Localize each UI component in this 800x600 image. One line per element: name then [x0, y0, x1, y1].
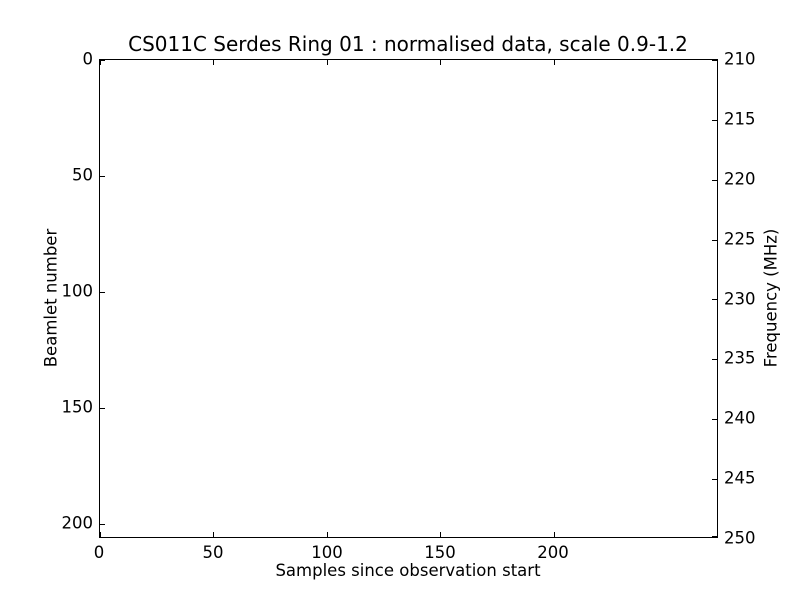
x-tick-mark-top: [327, 60, 328, 65]
y-right-tick-label: 230: [724, 289, 756, 309]
y-right-tick-mark: [712, 536, 717, 537]
x-tick-mark-top: [554, 60, 555, 65]
y-right-tick-mark: [712, 60, 717, 61]
y-left-tick-mark: [100, 524, 105, 525]
y-right-tick-mark: [712, 359, 717, 360]
y-right-tick-mark: [712, 419, 717, 420]
x-tick-label: 200: [537, 543, 569, 562]
x-tick-mark: [213, 532, 214, 537]
y-right-tick-mark: [712, 120, 717, 121]
x-tick-mark-top: [440, 60, 441, 65]
x-tick-mark: [554, 532, 555, 537]
y-left-tick-label: 100: [61, 281, 94, 301]
y-left-tick-label: 0: [82, 49, 94, 69]
y-axis-label-right: Frequency (MHz): [761, 228, 781, 368]
y-left-tick-label: 150: [61, 397, 94, 417]
x-tick-label: 50: [202, 543, 224, 562]
x-tick-mark-top: [100, 60, 101, 65]
y-left-tick-mark: [100, 292, 105, 293]
y-left-tick-label: 50: [72, 165, 93, 185]
y-left-tick-mark: [100, 60, 105, 61]
x-tick-label: 100: [311, 543, 343, 562]
y-left-tick-mark: [100, 176, 105, 177]
x-tick-mark: [327, 532, 328, 537]
y-right-tick-label: 210: [724, 49, 756, 69]
y-left-tick-mark: [100, 408, 105, 409]
x-tick-mark: [440, 532, 441, 537]
x-tick-mark: [100, 532, 101, 537]
x-tick-mark-top: [213, 60, 214, 65]
y-right-tick-label: 215: [724, 109, 756, 129]
x-tick-label: 0: [93, 543, 105, 562]
y-right-tick-mark: [712, 299, 717, 300]
x-axis-label: Samples since observation start: [275, 561, 541, 580]
x-tick-label: 150: [424, 543, 456, 562]
y-right-tick-label: 225: [724, 229, 756, 249]
y-right-tick-mark: [712, 240, 717, 241]
y-right-tick-label: 240: [724, 408, 756, 428]
y-left-tick-label: 200: [61, 513, 94, 533]
chart-title: CS011C Serdes Ring 01 : normalised data,…: [128, 32, 688, 56]
y-axis-label-left: Beamlet number: [41, 228, 61, 368]
plot-area: [99, 59, 718, 538]
y-right-tick-label: 235: [724, 348, 756, 368]
y-right-tick-mark: [712, 479, 717, 480]
y-right-tick-label: 220: [724, 169, 756, 189]
y-right-tick-label: 250: [724, 528, 756, 548]
y-right-tick-label: 245: [724, 468, 756, 488]
y-right-tick-mark: [712, 180, 717, 181]
